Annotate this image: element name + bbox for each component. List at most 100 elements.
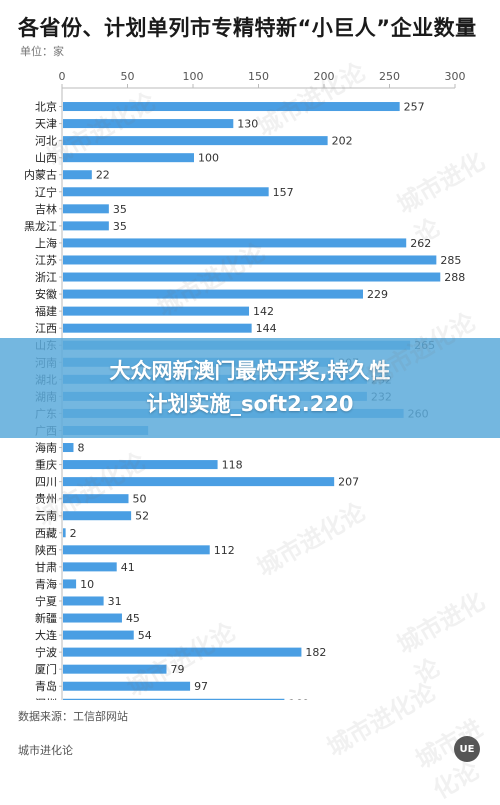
unit-label: 单位：家 <box>20 45 64 58</box>
value-label: 2 <box>70 527 77 540</box>
value-label: 157 <box>273 186 294 199</box>
overlay-line-1: 大众网新澳门最快开奖,持久性 <box>109 359 391 383</box>
bar <box>63 153 194 163</box>
category-label: 新疆 <box>35 611 57 625</box>
category-label: 云南 <box>35 510 57 523</box>
category-label: 深圳 <box>35 697 57 700</box>
category-label: 吉林 <box>35 202 57 216</box>
category-label: 江苏 <box>35 254 57 267</box>
bar <box>63 562 117 572</box>
bar <box>63 323 252 333</box>
value-label: 202 <box>332 135 353 148</box>
category-label: 内蒙古 <box>24 168 57 182</box>
value-label: 31 <box>108 595 122 608</box>
category-label: 四川 <box>35 476 57 489</box>
category-label: 浙江 <box>35 271 57 284</box>
bar <box>63 630 134 640</box>
value-label: 182 <box>305 646 326 659</box>
bar <box>63 613 122 623</box>
value-label: 229 <box>367 288 388 301</box>
bar <box>63 238 407 248</box>
category-label: 厦门 <box>35 662 57 676</box>
bar <box>63 255 437 265</box>
category-label: 北京 <box>35 100 57 114</box>
x-tick-label: 150 <box>248 70 269 83</box>
value-label: 288 <box>444 271 465 284</box>
value-label: 41 <box>121 561 135 574</box>
bar <box>63 698 285 700</box>
overlay-line-2: 计划实施_soft2.220 <box>146 392 354 416</box>
category-label: 青岛 <box>35 679 57 693</box>
bar <box>63 511 132 521</box>
value-label: 22 <box>96 169 110 182</box>
bar <box>63 477 335 487</box>
value-label: 169 <box>288 697 309 700</box>
category-label: 上海 <box>35 236 57 250</box>
category-label: 重庆 <box>35 458 57 472</box>
value-label: 45 <box>126 612 140 625</box>
x-tick-label: 0 <box>59 70 66 83</box>
bar <box>63 170 92 180</box>
value-label: 54 <box>138 629 152 642</box>
category-label: 黑龙江 <box>24 220 57 233</box>
value-label: 142 <box>253 305 274 318</box>
value-label: 130 <box>237 118 258 131</box>
x-tick-label: 250 <box>379 70 400 83</box>
value-label: 262 <box>410 237 431 250</box>
promo-overlay-banner: 大众网新澳门最快开奖,持久性 计划实施_soft2.220 <box>0 338 500 438</box>
value-label: 112 <box>214 544 235 557</box>
value-label: 50 <box>133 493 147 506</box>
x-tick-label: 50 <box>121 70 135 83</box>
value-label: 285 <box>440 254 461 267</box>
bar <box>63 596 104 606</box>
brand-logo-icon: UE <box>454 736 480 762</box>
bar <box>63 272 441 282</box>
bar <box>63 221 109 231</box>
bar <box>63 528 66 538</box>
category-label: 河北 <box>35 135 57 148</box>
bar <box>63 579 77 589</box>
bar <box>63 647 302 657</box>
bar <box>63 119 234 129</box>
bar <box>63 289 363 299</box>
chart-title: 各省份、计划单列市专精特新“小巨人”企业数量 <box>18 16 477 40</box>
bar <box>63 443 74 453</box>
bar <box>63 681 191 691</box>
x-tick-label: 300 <box>445 70 466 83</box>
value-label: 35 <box>113 220 127 233</box>
category-label: 甘肃 <box>35 561 57 574</box>
bar <box>63 102 400 112</box>
category-label: 大连 <box>35 628 57 642</box>
category-label: 福建 <box>35 304 57 318</box>
watermark-text: 城市进化论 <box>410 713 488 805</box>
value-label: 118 <box>222 459 243 472</box>
value-label: 144 <box>256 322 277 335</box>
category-label: 西藏 <box>35 527 57 540</box>
category-label: 安徽 <box>35 287 57 301</box>
category-label: 贵州 <box>35 493 57 506</box>
value-label: 8 <box>77 442 84 455</box>
x-tick-label: 100 <box>183 70 204 83</box>
brand-name: 城市进化论 <box>18 744 73 757</box>
bar <box>63 204 109 214</box>
category-label: 辽宁 <box>35 185 57 199</box>
category-label: 青海 <box>35 577 57 591</box>
value-label: 207 <box>338 476 359 489</box>
bar <box>63 460 218 470</box>
value-label: 257 <box>404 101 425 114</box>
category-label: 江西 <box>35 322 57 335</box>
value-label: 52 <box>135 510 149 523</box>
category-label: 天津 <box>35 118 57 131</box>
value-label: 100 <box>198 152 219 165</box>
value-label: 35 <box>113 203 127 216</box>
category-label: 山西 <box>35 152 57 165</box>
bar <box>63 494 129 504</box>
value-label: 79 <box>170 663 184 676</box>
bar <box>63 545 210 555</box>
category-label: 陕西 <box>35 543 57 557</box>
value-label: 97 <box>194 680 208 693</box>
bar <box>63 187 269 197</box>
bar <box>63 664 167 674</box>
bar <box>63 306 250 316</box>
value-label: 10 <box>80 578 94 591</box>
